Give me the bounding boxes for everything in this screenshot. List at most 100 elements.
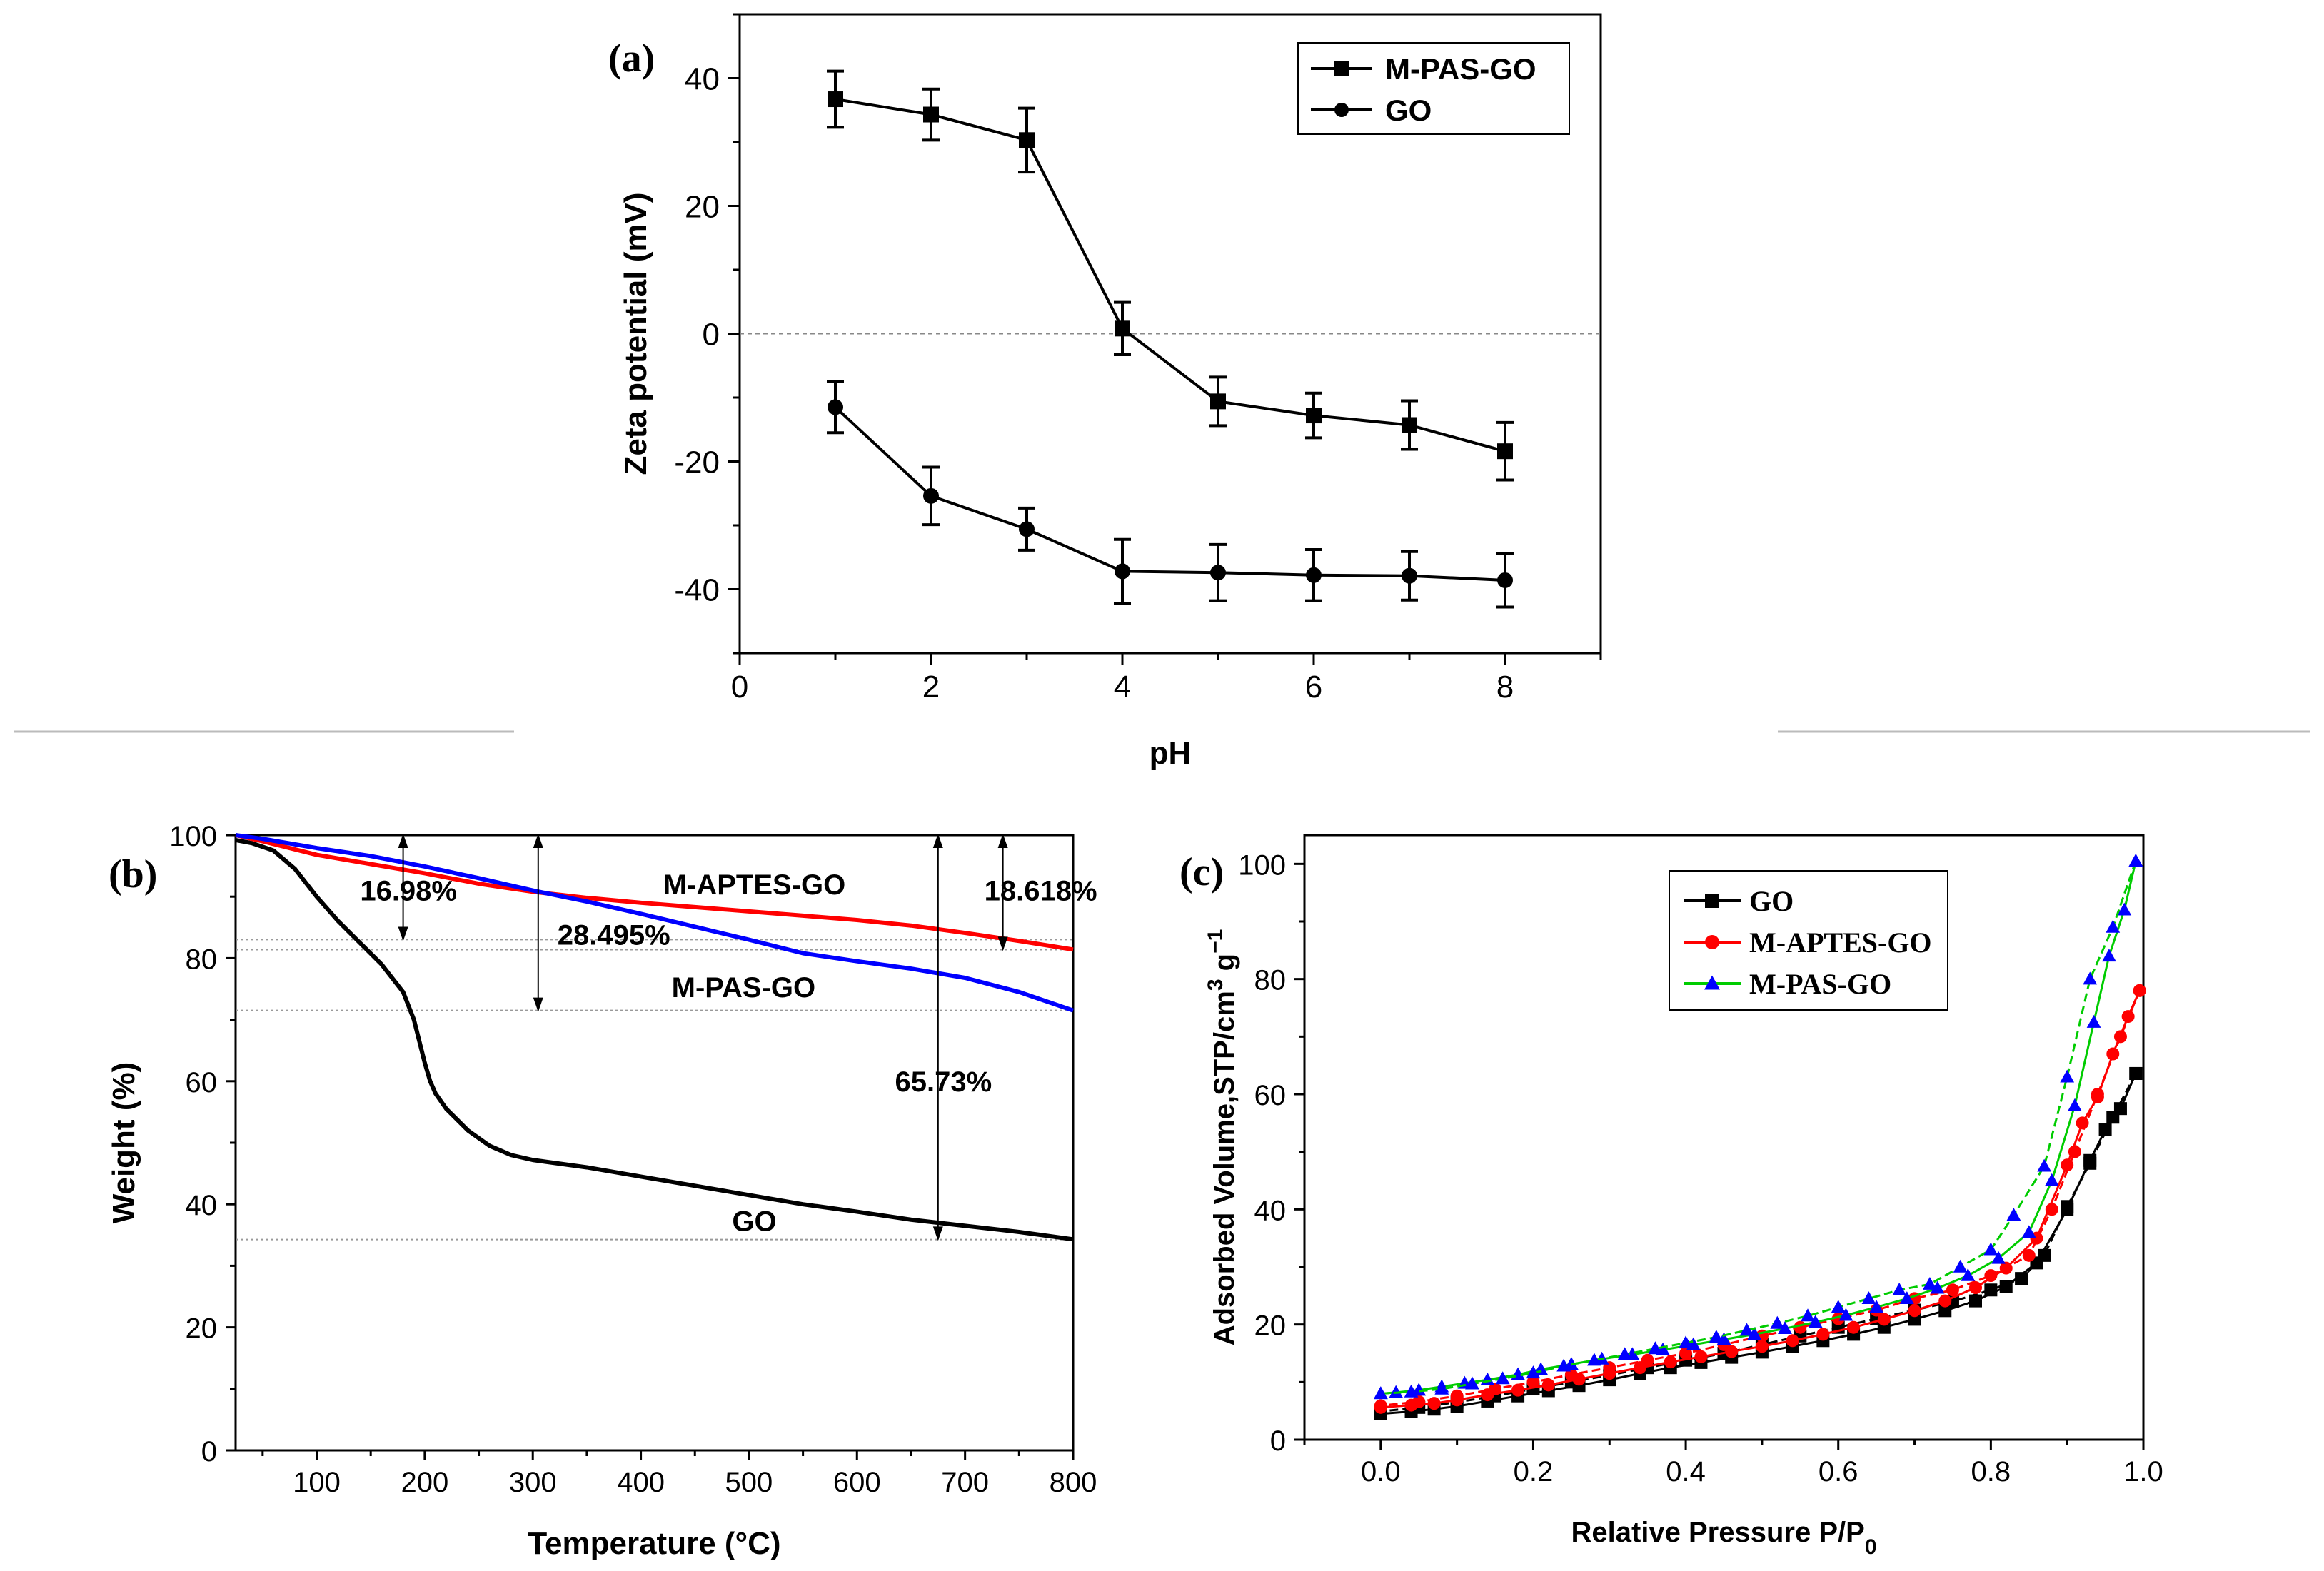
data-point-M-PAS-GO — [2037, 1158, 2052, 1172]
data-point-GO — [2061, 1200, 2074, 1213]
data-point-M-PAS-GO — [1465, 1376, 1479, 1390]
data-point-M-APTES-GO — [1969, 1281, 1982, 1295]
data-point-M-APTES-GO — [1984, 1269, 1998, 1283]
panel-a: -40 -20 0 20 40 0 2 4 6 8 pH Zeta potential (mV) (a)… — [608, 13, 1602, 771]
x-tick-label: 0.8 — [1971, 1456, 2011, 1487]
x-tick-label: 500 — [725, 1467, 773, 1498]
data-point-M-PAS-GO — [1930, 1280, 1945, 1294]
data-point-M-APTES-GO — [1412, 1395, 1426, 1408]
data-point-M-PAS-GO — [1306, 408, 1322, 424]
data-point-M-PAS-GO — [2128, 854, 2143, 867]
x-tick-label: 300 — [509, 1467, 557, 1498]
data-point-GO — [1115, 563, 1130, 580]
mass-loss-arrow-head-top — [997, 834, 1008, 848]
data-point-M-PAS-GO — [1770, 1315, 1785, 1329]
data-point-M-APTES-GO — [1641, 1353, 1654, 1367]
data-point-M-PAS-GO — [1961, 1268, 1976, 1281]
data-point-M-APTES-GO — [1450, 1389, 1464, 1403]
data-point-M-PAS-GO — [1404, 1384, 1419, 1398]
mass-loss-arrow-head-top — [932, 834, 943, 848]
data-point-M-PAS-GO — [1983, 1242, 1998, 1256]
y-axis-label: Zeta potential (mV) — [618, 192, 653, 475]
mass-loss-arrow-head-bottom — [997, 936, 1008, 951]
annotation-label: GO — [732, 1206, 776, 1237]
data-point-M-PAS-GO — [1899, 1291, 1914, 1305]
data-point-M-PAS-GO — [1526, 1365, 1541, 1379]
data-point-M-PAS-GO — [1747, 1327, 1762, 1340]
panel-b: 0 20 40 60 80 100 100 200 300 400 500 600 700 800 Temp… — [106, 821, 1097, 1561]
mass-loss-arrow-head-bottom — [398, 926, 408, 941]
data-point-M-PAS-GO — [2021, 1225, 2036, 1238]
data-point-M-APTES-GO — [2133, 984, 2146, 997]
series-line-M-PAS-GO — [835, 98, 1506, 453]
x-tick-label: 0.0 — [1361, 1456, 1401, 1487]
data-point-M-PAS-GO — [2102, 949, 2116, 962]
x-tick-label: 8 — [1496, 670, 1514, 704]
x-tick-label: 800 — [1050, 1467, 1097, 1498]
panel-label-a: (a) — [608, 36, 655, 81]
data-point-M-APTES-GO — [1541, 1378, 1555, 1392]
data-point-M-PAS-GO — [1778, 1321, 1792, 1335]
data-point-M-PAS-GO — [1115, 320, 1130, 337]
data-point-M-PAS-GO — [2044, 1173, 2059, 1186]
annotation-label: 65.73% — [895, 1066, 992, 1098]
y-axis-label-superscript: 3 — [1204, 979, 1227, 991]
y-tick-label: 100 — [169, 821, 217, 852]
data-point-M-APTES-GO — [1511, 1383, 1525, 1397]
y-tick-label: 60 — [1254, 1080, 1287, 1111]
data-point-M-PAS-GO — [1556, 1358, 1571, 1372]
mass-loss-arrow-head-top — [533, 834, 543, 848]
data-point-M-APTES-GO — [1694, 1350, 1708, 1363]
legend-box — [1297, 42, 1570, 135]
data-point-GO — [2129, 1066, 2143, 1080]
legend-marker — [1705, 935, 1719, 949]
panel-label-b: (b) — [109, 852, 157, 896]
series-line-M-PAS-GO — [235, 833, 1074, 1013]
annotation-label: M-APTES-GO — [663, 869, 846, 901]
x-tick-label: 400 — [617, 1467, 665, 1498]
data-point-M-APTES-GO — [2022, 1248, 2036, 1262]
y-tick-label: 20 — [1254, 1310, 1287, 1342]
data-point-GO — [1019, 521, 1035, 537]
data-point-M-PAS-GO — [1402, 417, 1417, 433]
data-point-M-APTES-GO — [2045, 1203, 2058, 1216]
x-tick-label: 0.6 — [1819, 1456, 1858, 1487]
legend-marker — [1334, 103, 1349, 117]
y-axis-label: Adsorbed Volume,STP/cm3 g−1 — [1204, 929, 1241, 1346]
x-axis-label-subscript: 0 — [1865, 1535, 1877, 1559]
mass-loss-arrow-head-top — [398, 834, 408, 848]
legend-label: M-PAS-GO — [1749, 968, 1891, 1000]
data-point-M-APTES-GO — [1755, 1340, 1769, 1353]
series-line-GO — [235, 837, 1074, 1242]
y-tick-label: 80 — [1254, 965, 1287, 996]
data-point-M-PAS-GO — [2117, 902, 2132, 916]
x-tick-label: 6 — [1305, 670, 1322, 704]
data-point-M-PAS-GO — [1373, 1386, 1388, 1400]
y-tick-label: 40 — [685, 62, 720, 97]
data-point-M-PAS-GO — [1923, 1276, 1937, 1290]
data-point-GO — [828, 399, 843, 415]
mass-loss-arrow-head-bottom — [932, 1226, 943, 1241]
data-point-M-APTES-GO — [1489, 1383, 1502, 1396]
y-axis-label-tail: g — [1209, 954, 1240, 979]
y-tick-label: 0 — [703, 318, 720, 353]
data-point-M-PAS-GO — [1739, 1323, 1754, 1336]
y-tick-label: 0 — [201, 1436, 217, 1468]
legend-marker — [1705, 894, 1719, 908]
y-tick-label: 100 — [1238, 849, 1286, 881]
legend-marker — [1704, 975, 1720, 990]
data-point-M-PAS-GO — [1861, 1291, 1876, 1305]
data-point-GO — [1402, 567, 1417, 584]
y-tick-label: 20 — [685, 190, 720, 225]
data-point-M-APTES-GO — [1847, 1320, 1861, 1334]
data-point-M-PAS-GO — [1019, 132, 1035, 148]
data-point-M-PAS-GO — [1389, 1385, 1404, 1398]
mass-loss-arrow-head-bottom — [533, 997, 543, 1012]
data-point-M-PAS-GO — [1617, 1347, 1632, 1360]
data-point-M-PAS-GO — [1991, 1251, 2006, 1264]
y-tick-label: 40 — [1254, 1195, 1287, 1226]
legend-label: M-PAS-GO — [1385, 52, 1536, 86]
data-point-M-PAS-GO — [1648, 1341, 1663, 1355]
